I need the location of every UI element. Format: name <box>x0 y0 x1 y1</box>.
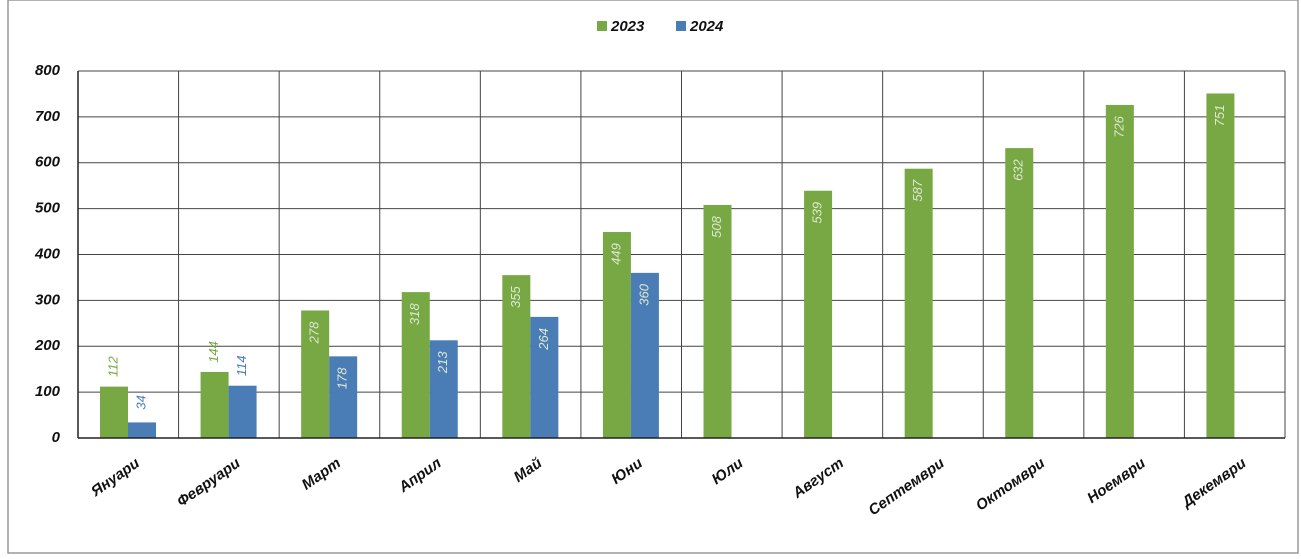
data-label: 144 <box>206 341 221 363</box>
bar <box>100 386 128 438</box>
x-tick-label: Октомври <box>973 455 1048 515</box>
y-tick-label: 700 <box>35 108 61 125</box>
bar <box>1005 148 1034 438</box>
data-label: 587 <box>910 179 925 201</box>
data-label: 751 <box>1212 105 1227 127</box>
legend-label: 2024 <box>689 18 724 35</box>
data-label: 114 <box>234 355 249 376</box>
y-tick-label: 100 <box>35 383 61 400</box>
y-tick-label: 300 <box>35 291 61 308</box>
x-tick-label: Март <box>299 455 344 494</box>
x-tick-label: Ноември <box>1084 455 1148 507</box>
x-tick-label: Юни <box>608 455 645 488</box>
data-label: 632 <box>1011 158 1026 180</box>
x-tick-label: Декември <box>1178 455 1250 512</box>
data-label: 360 <box>636 283 651 305</box>
bar <box>128 422 156 438</box>
y-tick-label: 500 <box>35 200 61 217</box>
x-tick-label: Август <box>789 455 847 503</box>
x-tick-label: Април <box>395 454 445 496</box>
data-label: 112 <box>105 355 120 376</box>
frame <box>7 0 1299 554</box>
data-label: 449 <box>608 243 623 265</box>
data-label: 318 <box>407 303 422 325</box>
data-label: 264 <box>536 328 551 351</box>
legend-label: 2023 <box>610 18 645 35</box>
data-label: 213 <box>435 351 450 374</box>
data-label: 539 <box>810 202 825 224</box>
bar <box>329 356 358 438</box>
x-tick-label: Май <box>511 455 545 486</box>
data-label: 34 <box>133 395 148 409</box>
x-tick-label: Септември <box>865 455 947 520</box>
bar <box>200 371 229 438</box>
bar <box>804 190 833 438</box>
bar <box>502 275 531 438</box>
data-label: 278 <box>307 321 322 344</box>
data-label: 355 <box>508 286 523 308</box>
bar <box>301 310 330 438</box>
x-tick-label: Юли <box>709 455 747 488</box>
bar <box>228 385 257 438</box>
bar <box>703 204 732 438</box>
bar <box>630 272 659 438</box>
bar <box>602 232 631 438</box>
bar <box>1206 93 1235 438</box>
data-label: 178 <box>335 367 350 389</box>
y-tick-label: 400 <box>34 245 61 262</box>
x-tick-label: Януари <box>87 455 143 501</box>
bar <box>1105 104 1134 438</box>
x-tick-label: Февруари <box>174 455 243 511</box>
legend-swatch <box>676 21 686 31</box>
legend-swatch <box>597 21 607 31</box>
y-tick-label: 800 <box>35 62 61 79</box>
bar <box>401 292 430 438</box>
data-label: 508 <box>709 215 724 237</box>
bar <box>429 340 458 438</box>
bar <box>904 168 933 438</box>
y-tick-label: 600 <box>35 154 61 171</box>
bar <box>530 316 559 438</box>
y-tick-label: 200 <box>34 337 61 354</box>
data-label: 726 <box>1111 115 1126 137</box>
y-tick-label: 0 <box>52 429 61 446</box>
